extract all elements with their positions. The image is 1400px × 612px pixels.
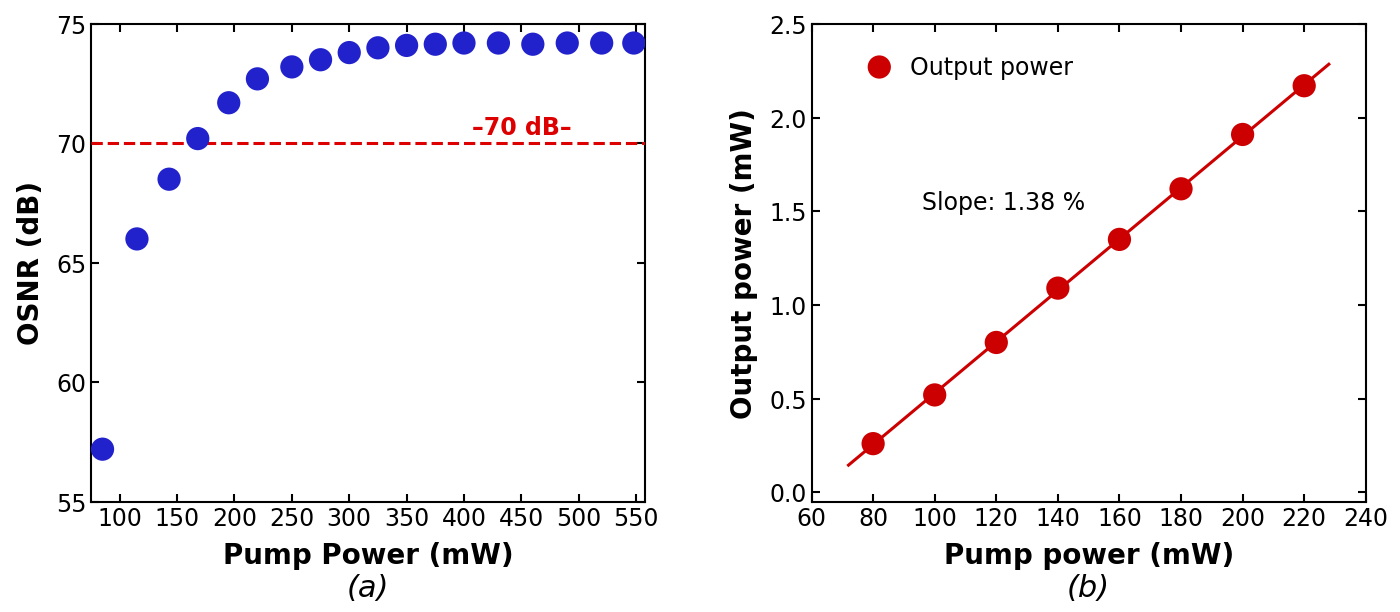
Point bbox=[158, 175, 181, 185]
Point bbox=[521, 40, 543, 50]
Point bbox=[984, 338, 1007, 348]
Point bbox=[91, 444, 113, 454]
X-axis label: Pump Power (mW): Pump Power (mW) bbox=[223, 542, 514, 570]
Point bbox=[1231, 130, 1253, 140]
Text: –70 dB–: –70 dB– bbox=[472, 116, 571, 140]
Point bbox=[556, 39, 578, 48]
Point bbox=[1169, 184, 1191, 194]
Point bbox=[861, 439, 883, 449]
Text: (b): (b) bbox=[1067, 573, 1110, 602]
Point bbox=[280, 62, 302, 72]
Point bbox=[591, 39, 613, 48]
Point bbox=[622, 39, 644, 48]
Y-axis label: Output power (mW): Output power (mW) bbox=[729, 108, 757, 419]
Point bbox=[1107, 235, 1130, 245]
Point bbox=[395, 41, 417, 51]
Point bbox=[126, 234, 148, 244]
Point bbox=[424, 40, 447, 50]
Y-axis label: OSNR (dB): OSNR (dB) bbox=[17, 181, 45, 345]
Point bbox=[367, 43, 389, 53]
Text: Output power: Output power bbox=[910, 56, 1072, 80]
Point bbox=[1046, 283, 1068, 293]
Point bbox=[1292, 81, 1315, 91]
Point bbox=[337, 48, 360, 58]
Point bbox=[217, 99, 239, 108]
Point bbox=[868, 62, 890, 72]
Point bbox=[246, 75, 269, 84]
Point bbox=[923, 390, 945, 400]
X-axis label: Pump power (mW): Pump power (mW) bbox=[944, 542, 1233, 570]
Point bbox=[186, 134, 209, 144]
Point bbox=[452, 39, 475, 48]
Text: Slope: 1.38 %: Slope: 1.38 % bbox=[921, 190, 1085, 214]
Point bbox=[309, 56, 332, 65]
Text: (a): (a) bbox=[347, 573, 389, 602]
Point bbox=[487, 39, 510, 48]
